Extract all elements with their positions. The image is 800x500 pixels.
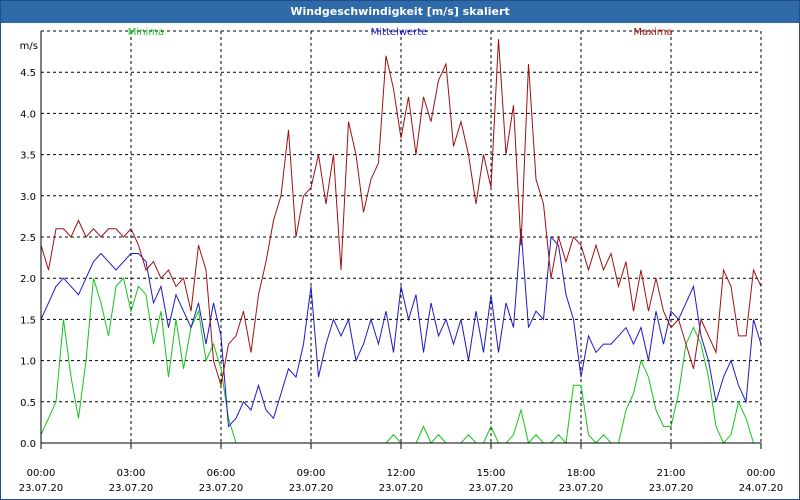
y-tick-label: 4.5 (20, 68, 36, 79)
x-tick-time: 00:00 (747, 468, 776, 479)
x-tick-date: 23.07.20 (469, 483, 514, 494)
x-tick-time: 09:00 (297, 468, 326, 479)
x-tick-date: 23.07.20 (649, 483, 694, 494)
x-tick-time: 00:00 (27, 468, 56, 479)
y-tick-label: 1.0 (20, 357, 36, 368)
x-tick-time: 12:00 (387, 468, 416, 479)
x-tick-date: 23.07.20 (109, 483, 154, 494)
axes (40, 31, 762, 449)
y-tick-label: 1.5 (20, 315, 36, 326)
x-tick-date: 23.07.20 (289, 483, 334, 494)
x-tick-time: 15:00 (477, 468, 506, 479)
x-tick-time: 06:00 (207, 468, 236, 479)
series-layer (40, 39, 762, 445)
chart-title: Windgeschwindigkeit [m/s] skaliert (1, 1, 799, 23)
x-tick-time: 21:00 (657, 468, 686, 479)
x-tick-date: 23.07.20 (559, 483, 604, 494)
y-tick-label: 0.5 (20, 398, 36, 409)
y-tick-label: 2.5 (20, 233, 36, 244)
x-tick-date: 23.07.20 (379, 483, 424, 494)
wind-speed-chart: 0.0 0.5 1.0 1.5 2.0 2.5 3.0 3.5 4.0 4.5 00:00 23.07… (19, 27, 784, 494)
labels: 0.0 0.5 1.0 1.5 2.0 2.5 3.0 3.5 4.0 4.5 00:00 23.07… (19, 27, 784, 494)
series-line-minima (40, 277, 761, 445)
y-tick-label: 4.0 (20, 109, 36, 120)
series-line-mittelwerte (40, 228, 762, 428)
legend-minima: Minima (128, 27, 164, 38)
x-tick-time: 18:00 (567, 468, 596, 479)
y-tick-label: 2.0 (20, 274, 36, 285)
y-tick-label: 3.0 (20, 192, 36, 203)
x-tick-date: 23.07.20 (19, 483, 64, 494)
series-line-maxima (40, 39, 762, 386)
y-tick-label: 0.0 (20, 439, 36, 450)
x-tick-date: 24.07.20 (739, 483, 784, 494)
x-tick-time: 03:00 (117, 468, 146, 479)
legend-mittelwerte: Mittelwerte (371, 27, 428, 38)
grid (41, 30, 761, 444)
y-axis-label: m/s (20, 41, 38, 52)
y-tick-label: 3.5 (20, 151, 36, 162)
x-tick-date: 23.07.20 (199, 483, 244, 494)
legend-maxima: Maxima (633, 27, 672, 38)
